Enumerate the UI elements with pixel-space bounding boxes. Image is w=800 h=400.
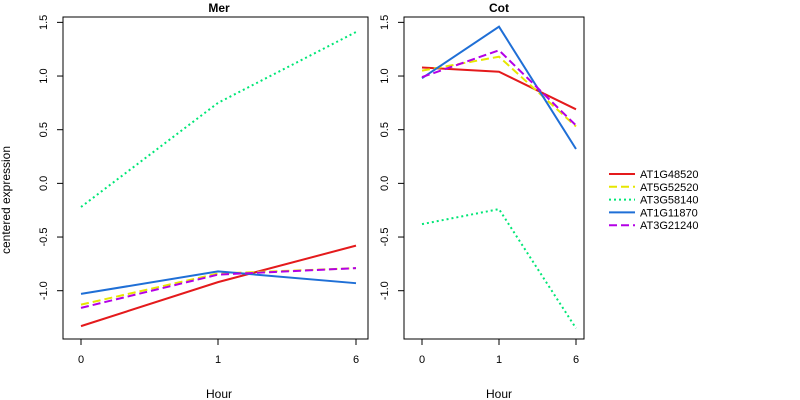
y-tick-label: -1.0: [38, 281, 50, 300]
x-tick-label: 6: [573, 354, 579, 366]
series-line-at3g21240: [421, 49, 577, 127]
legend-label: AT5G52520: [640, 182, 699, 194]
y-axis-label: centered expression: [0, 146, 13, 254]
plot-frame: [62, 16, 369, 340]
series-line-at3g58140: [421, 208, 577, 329]
y-tick-label: 1.0: [38, 68, 50, 83]
panel-mer: Mer Hour -1.0 -0.5 0.0 0.5 1.0 1.5 0 1 6: [38, 1, 369, 400]
legend-label: AT3G21240: [640, 220, 699, 232]
legend-label: AT1G11870: [640, 207, 698, 219]
y-tick-label: -1.0: [379, 281, 391, 300]
y-tick-label: 0.0: [379, 176, 391, 191]
y-tick-label: -0.5: [38, 228, 50, 247]
panel-cot: Cot Hour -1.0 -0.5 0.0 0.5 1.0 1.5 0 1 6: [379, 1, 585, 400]
panel-title: Mer: [208, 1, 230, 15]
x-tick-label: 0: [419, 354, 425, 366]
legend-label: AT3G58140: [640, 195, 699, 207]
x-tick-label: 0: [78, 354, 84, 366]
x-axis-label: Hour: [206, 387, 232, 400]
y-tick-label: 0.0: [38, 176, 50, 191]
y-tick-label: 0.5: [38, 122, 50, 137]
legend: AT1G48520AT5G52520AT3G58140AT1G11870AT3G…: [609, 169, 699, 232]
y-tick-label: 0.5: [379, 122, 391, 137]
x-axis-label: Hour: [486, 387, 512, 400]
y-tick-label: 1.5: [379, 15, 391, 30]
series-line-at1g11870: [80, 270, 357, 295]
series-line-at5g52520: [421, 55, 577, 128]
series-line-at1g11870: [421, 25, 577, 150]
panel-title: Cot: [489, 1, 509, 15]
series-line-at3g21240: [80, 267, 357, 309]
series-line-at3g58140: [80, 31, 357, 208]
series-line-at1g48520: [80, 244, 357, 328]
plot-frame: [403, 16, 585, 340]
y-tick-label: -0.5: [379, 228, 391, 247]
x-tick-label: 1: [496, 354, 502, 366]
legend-label: AT1G48520: [640, 169, 699, 181]
x-tick-label: 1: [215, 354, 221, 366]
y-tick-label: 1.0: [379, 68, 391, 83]
x-tick-label: 6: [353, 354, 359, 366]
y-tick-label: 1.5: [38, 15, 50, 30]
